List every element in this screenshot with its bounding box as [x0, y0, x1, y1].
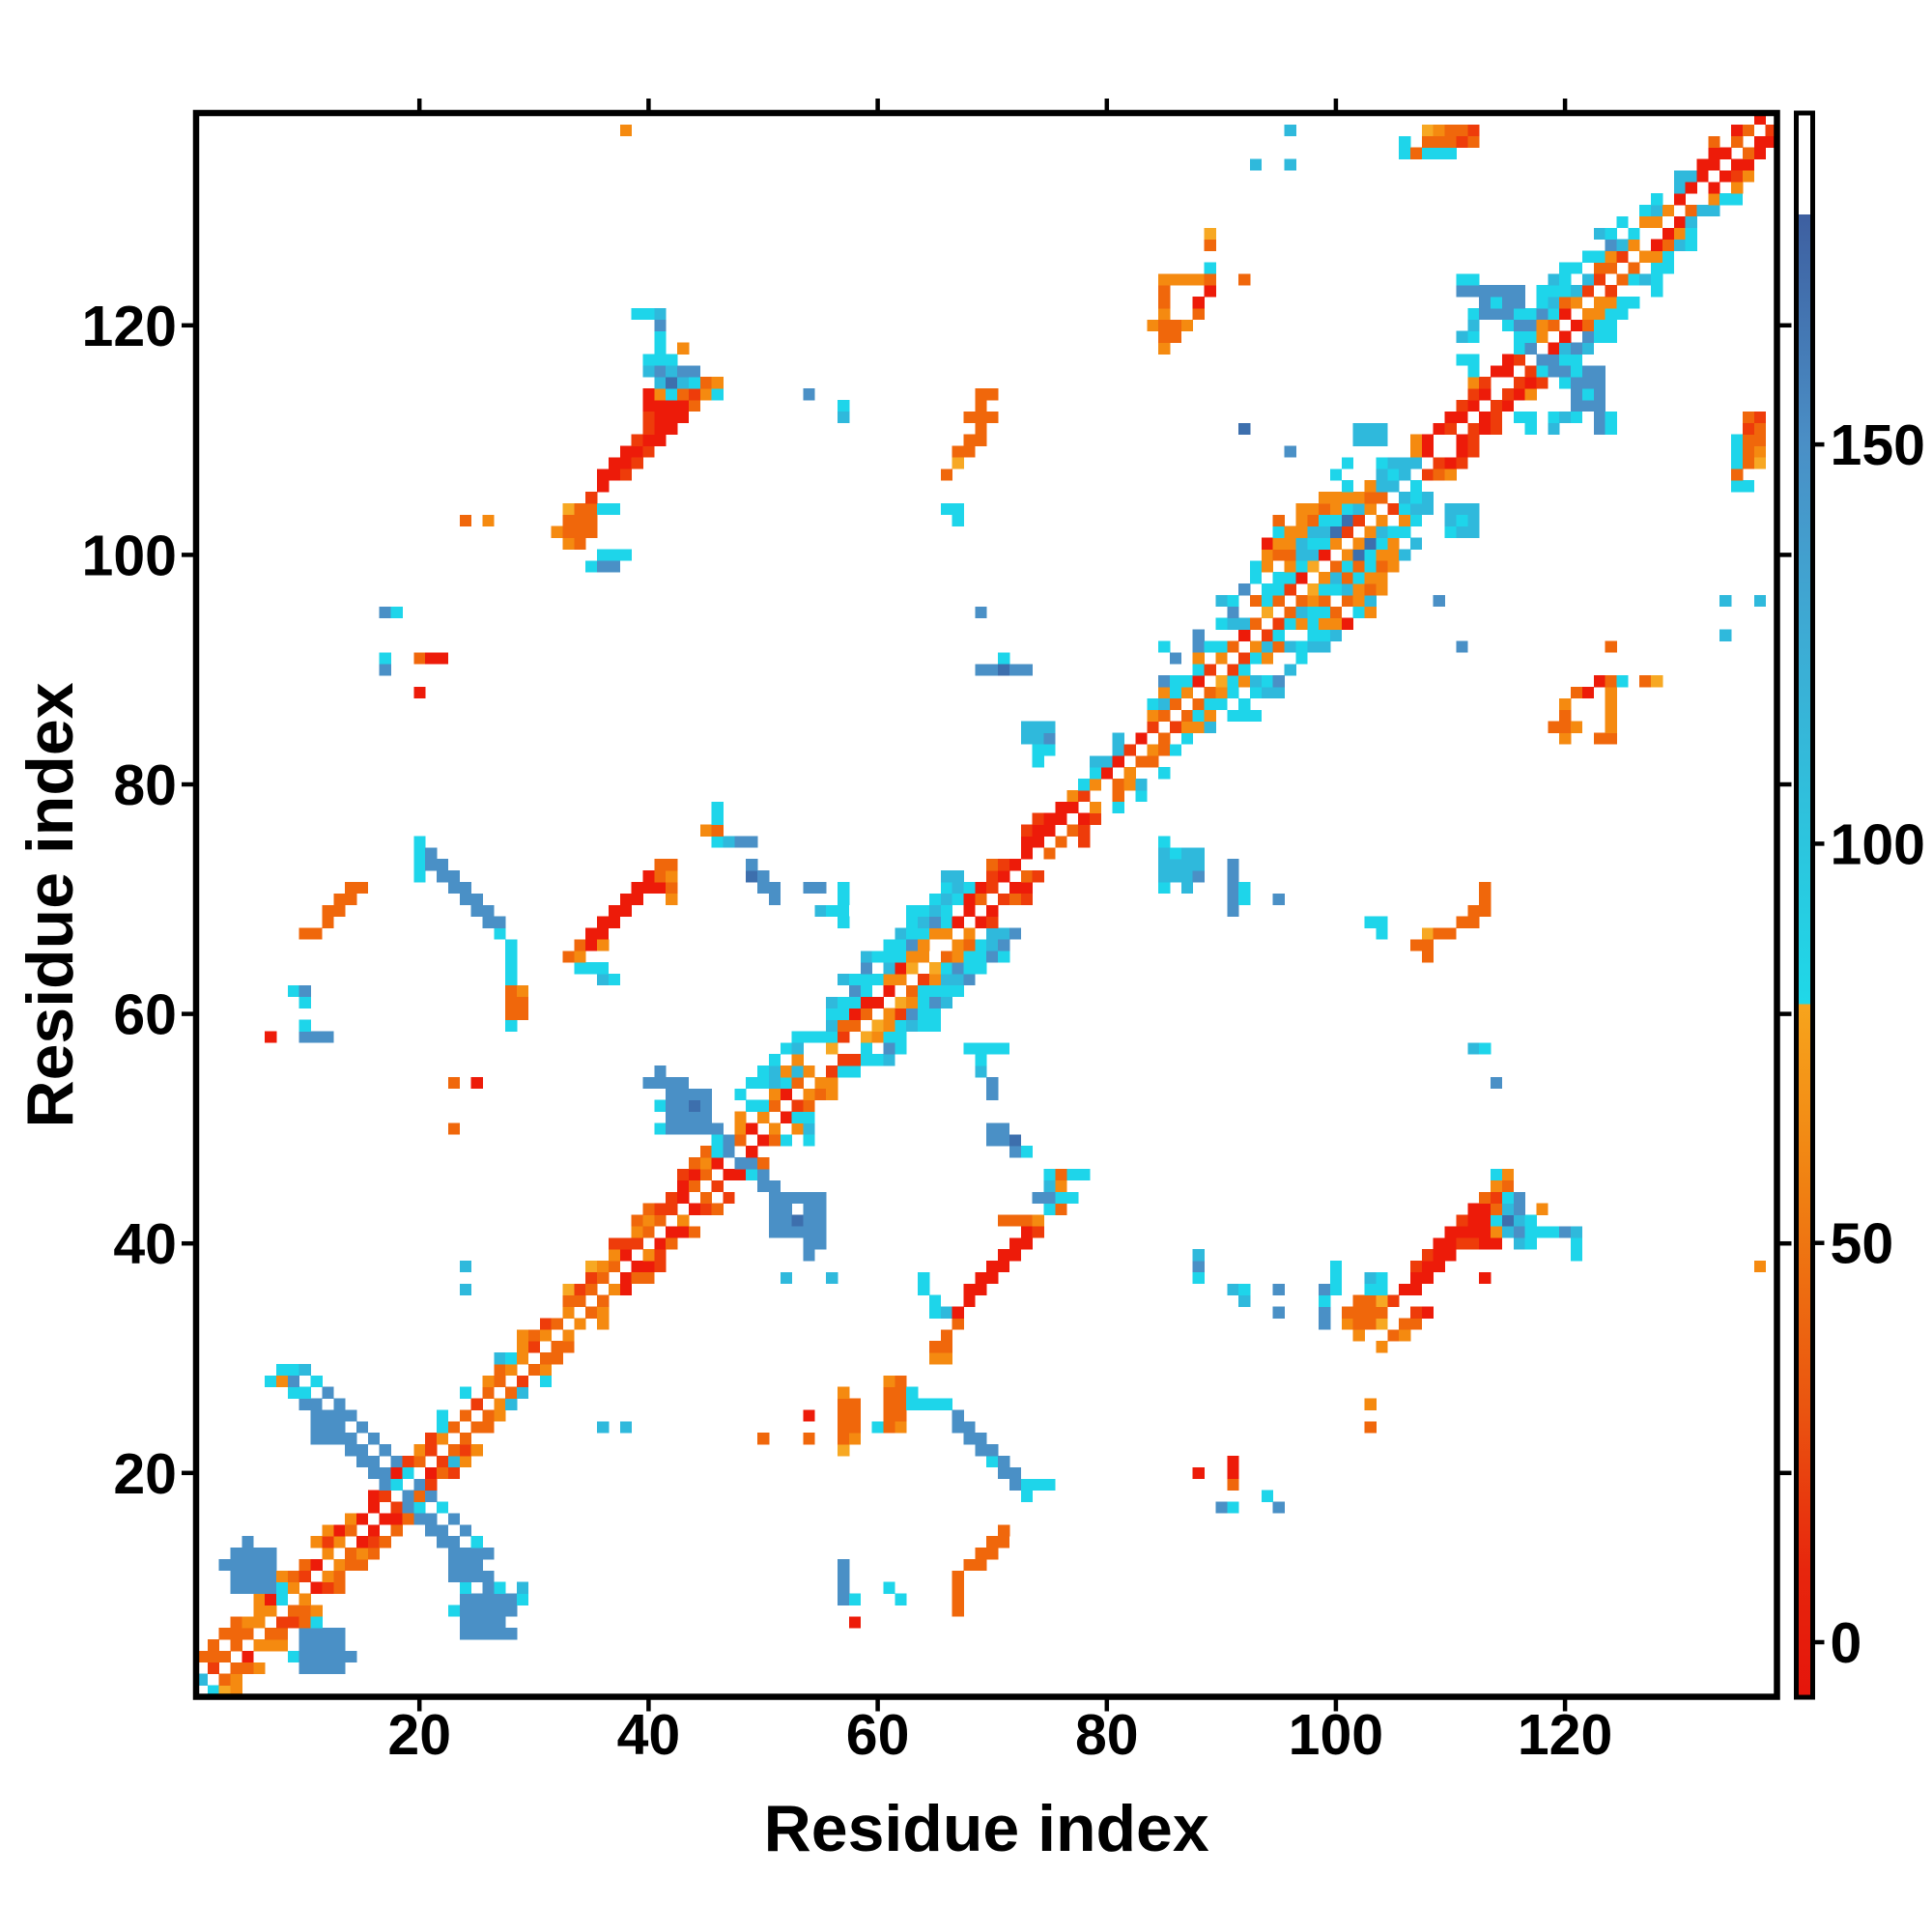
svg-text:80: 80 — [1075, 1703, 1139, 1767]
svg-text:60: 60 — [846, 1703, 910, 1767]
svg-text:120: 120 — [1518, 1703, 1612, 1767]
svg-text:40: 40 — [617, 1703, 681, 1767]
svg-text:60: 60 — [113, 983, 177, 1047]
svg-text:0: 0 — [1831, 1611, 1862, 1675]
svg-text:20: 20 — [113, 1442, 177, 1506]
svg-text:50: 50 — [1831, 1212, 1894, 1276]
svg-text:40: 40 — [113, 1212, 177, 1276]
svg-text:20: 20 — [387, 1703, 451, 1767]
svg-text:100: 100 — [1831, 812, 1925, 876]
svg-text:80: 80 — [113, 753, 177, 817]
svg-text:100: 100 — [1289, 1703, 1383, 1767]
svg-text:100: 100 — [82, 524, 177, 587]
svg-text:Residue index: Residue index — [14, 682, 87, 1127]
svg-text:Residue index: Residue index — [764, 1792, 1209, 1865]
svg-text:120: 120 — [82, 295, 177, 358]
svg-text:150: 150 — [1831, 413, 1925, 477]
